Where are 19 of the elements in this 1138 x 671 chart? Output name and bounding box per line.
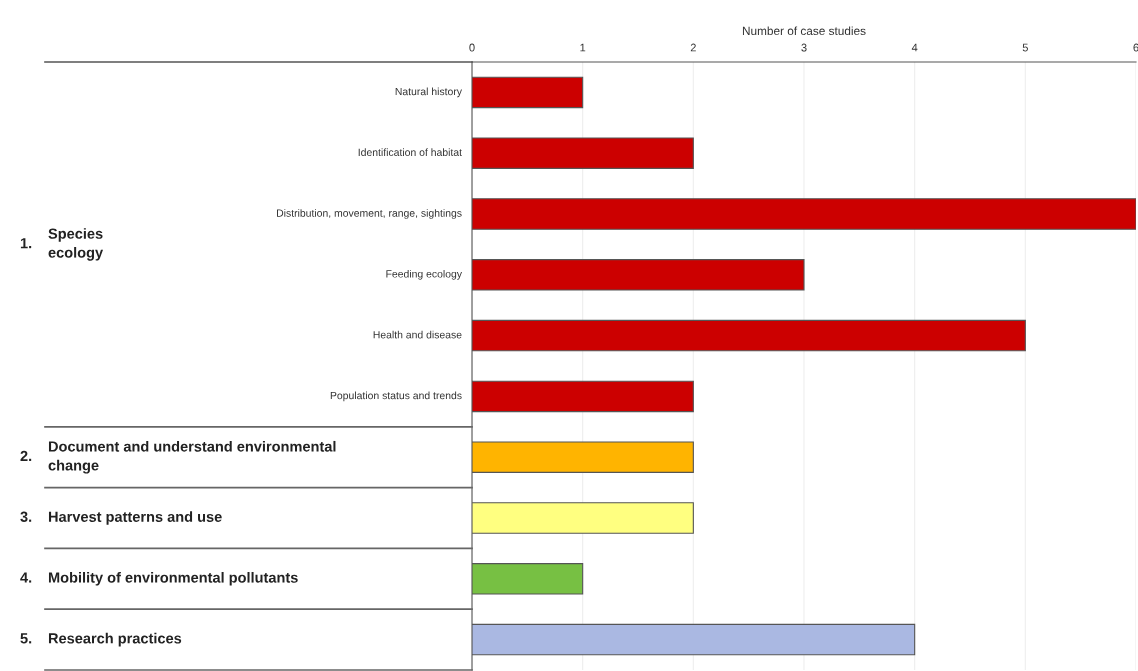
category-label: 3. Harvest patterns and use <box>20 511 222 525</box>
category-label: 2. Document and understand environmental change <box>20 440 336 474</box>
x-axis-title: Number of case studies <box>742 26 866 36</box>
category-label: 5. Research practices <box>20 632 182 647</box>
x-tick-label: 6 <box>1133 43 1138 52</box>
y-tick-label: Natural history <box>395 87 462 98</box>
x-tick-label: 0 <box>469 43 475 52</box>
y-tick-label: Feeding ecology <box>386 269 462 280</box>
y-tick-label: Distribution, movement, range, sightings <box>277 209 462 219</box>
y-tick-label: Health and disease <box>373 330 462 339</box>
category-label: 4. Mobility of environmental pollutants <box>20 572 298 586</box>
x-tick-label: 1 <box>580 43 586 52</box>
text: 1. Species ecology <box>20 228 104 261</box>
y-tick-label: Population status and trends <box>330 391 462 402</box>
x-tick-label: 5 <box>1022 43 1028 52</box>
x-tick-label: 4 <box>911 43 918 52</box>
y-tick-label: Identification of habitat <box>358 148 462 156</box>
x-tick-label: 2 <box>690 43 696 52</box>
x-tick-label: 3 <box>801 43 807 52</box>
